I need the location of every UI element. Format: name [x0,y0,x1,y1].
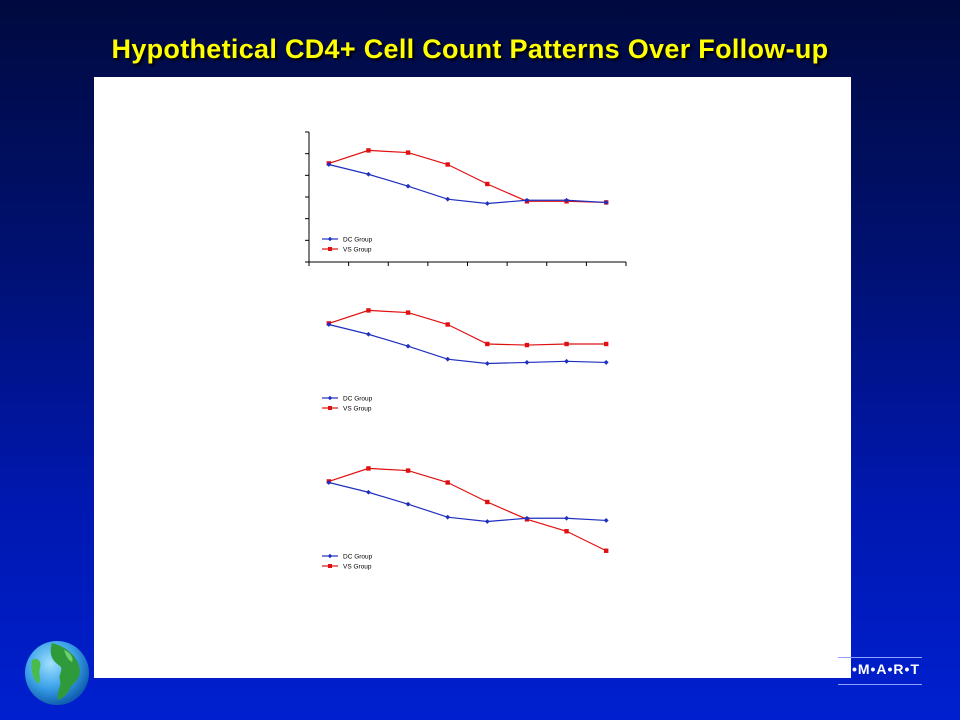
data-point-dc [484,519,490,524]
data-point-vs [366,148,371,153]
data-point-dc [405,501,411,507]
data-point-vs [485,499,490,505]
data-point-dc [564,515,569,521]
series-line-dc [328,481,607,523]
data-point-dc [326,480,332,485]
legend-label: VS Group [343,405,372,412]
data-point-dc [524,515,530,521]
data-point-vs [405,150,411,155]
chart-3: DC Group VS Group [322,466,609,570]
globe-logo-icon [24,640,90,706]
legend-label: VS Group [343,563,372,570]
series-line-dc [328,323,607,365]
data-point-dc [524,360,530,365]
legend-marker-dc [327,553,333,559]
data-point-dc [484,361,490,366]
chart-1: DC Group VS Group [305,131,627,266]
data-point-dc [564,197,569,203]
data-point-vs [445,162,450,167]
series-line-dc [328,163,607,205]
data-point-dc [603,200,609,205]
data-point-vs [524,342,530,348]
data-point-vs [485,341,490,347]
data-point-dc [366,171,371,177]
slide-title: Hypothetical CD4+ Cell Count Patterns Ov… [111,34,829,64]
data-point-dc [484,201,490,206]
legend-marker-vs [328,247,332,251]
data-point-dc [524,197,530,203]
data-point-vs [564,529,569,534]
legend-label: VS Group [343,246,372,253]
legend-label: DC Group [343,395,373,402]
data-point-dc [445,514,451,520]
legend-marker-dc [327,236,333,242]
chart-panel: DC Group VS Group DC Group VS Group DC Group… [94,77,851,678]
data-point-dc [366,489,371,495]
data-point-vs [405,310,411,315]
data-point-vs [405,468,411,473]
chart-2: DC Group VS Group [322,308,609,412]
data-point-dc [445,356,451,362]
data-point-dc [603,360,609,365]
data-point-dc [445,196,451,202]
data-point-dc [405,343,411,349]
data-point-vs [445,480,450,485]
legend-label: DC Group [343,553,373,560]
logo-text: •M•A•R•T [851,661,920,677]
legend-marker-vs [328,406,332,410]
legend-label: DC Group [343,236,373,243]
data-point-vs [603,341,609,347]
data-point-vs [366,466,371,471]
series-line-vs [328,309,607,346]
data-point-vs [485,181,490,187]
series-line-vs [328,149,607,204]
legend-marker-vs [328,564,332,568]
data-point-dc [564,358,569,364]
data-point-dc [603,518,609,523]
data-point-vs [366,308,371,313]
legend-marker-dc [327,395,333,401]
data-point-dc [405,183,411,189]
data-point-vs [603,548,609,553]
data-point-dc [366,331,371,337]
data-point-vs [445,322,450,327]
series-line-vs [328,467,607,552]
data-point-vs [564,341,569,347]
mart-logo: •M•A•R•T [838,657,922,685]
